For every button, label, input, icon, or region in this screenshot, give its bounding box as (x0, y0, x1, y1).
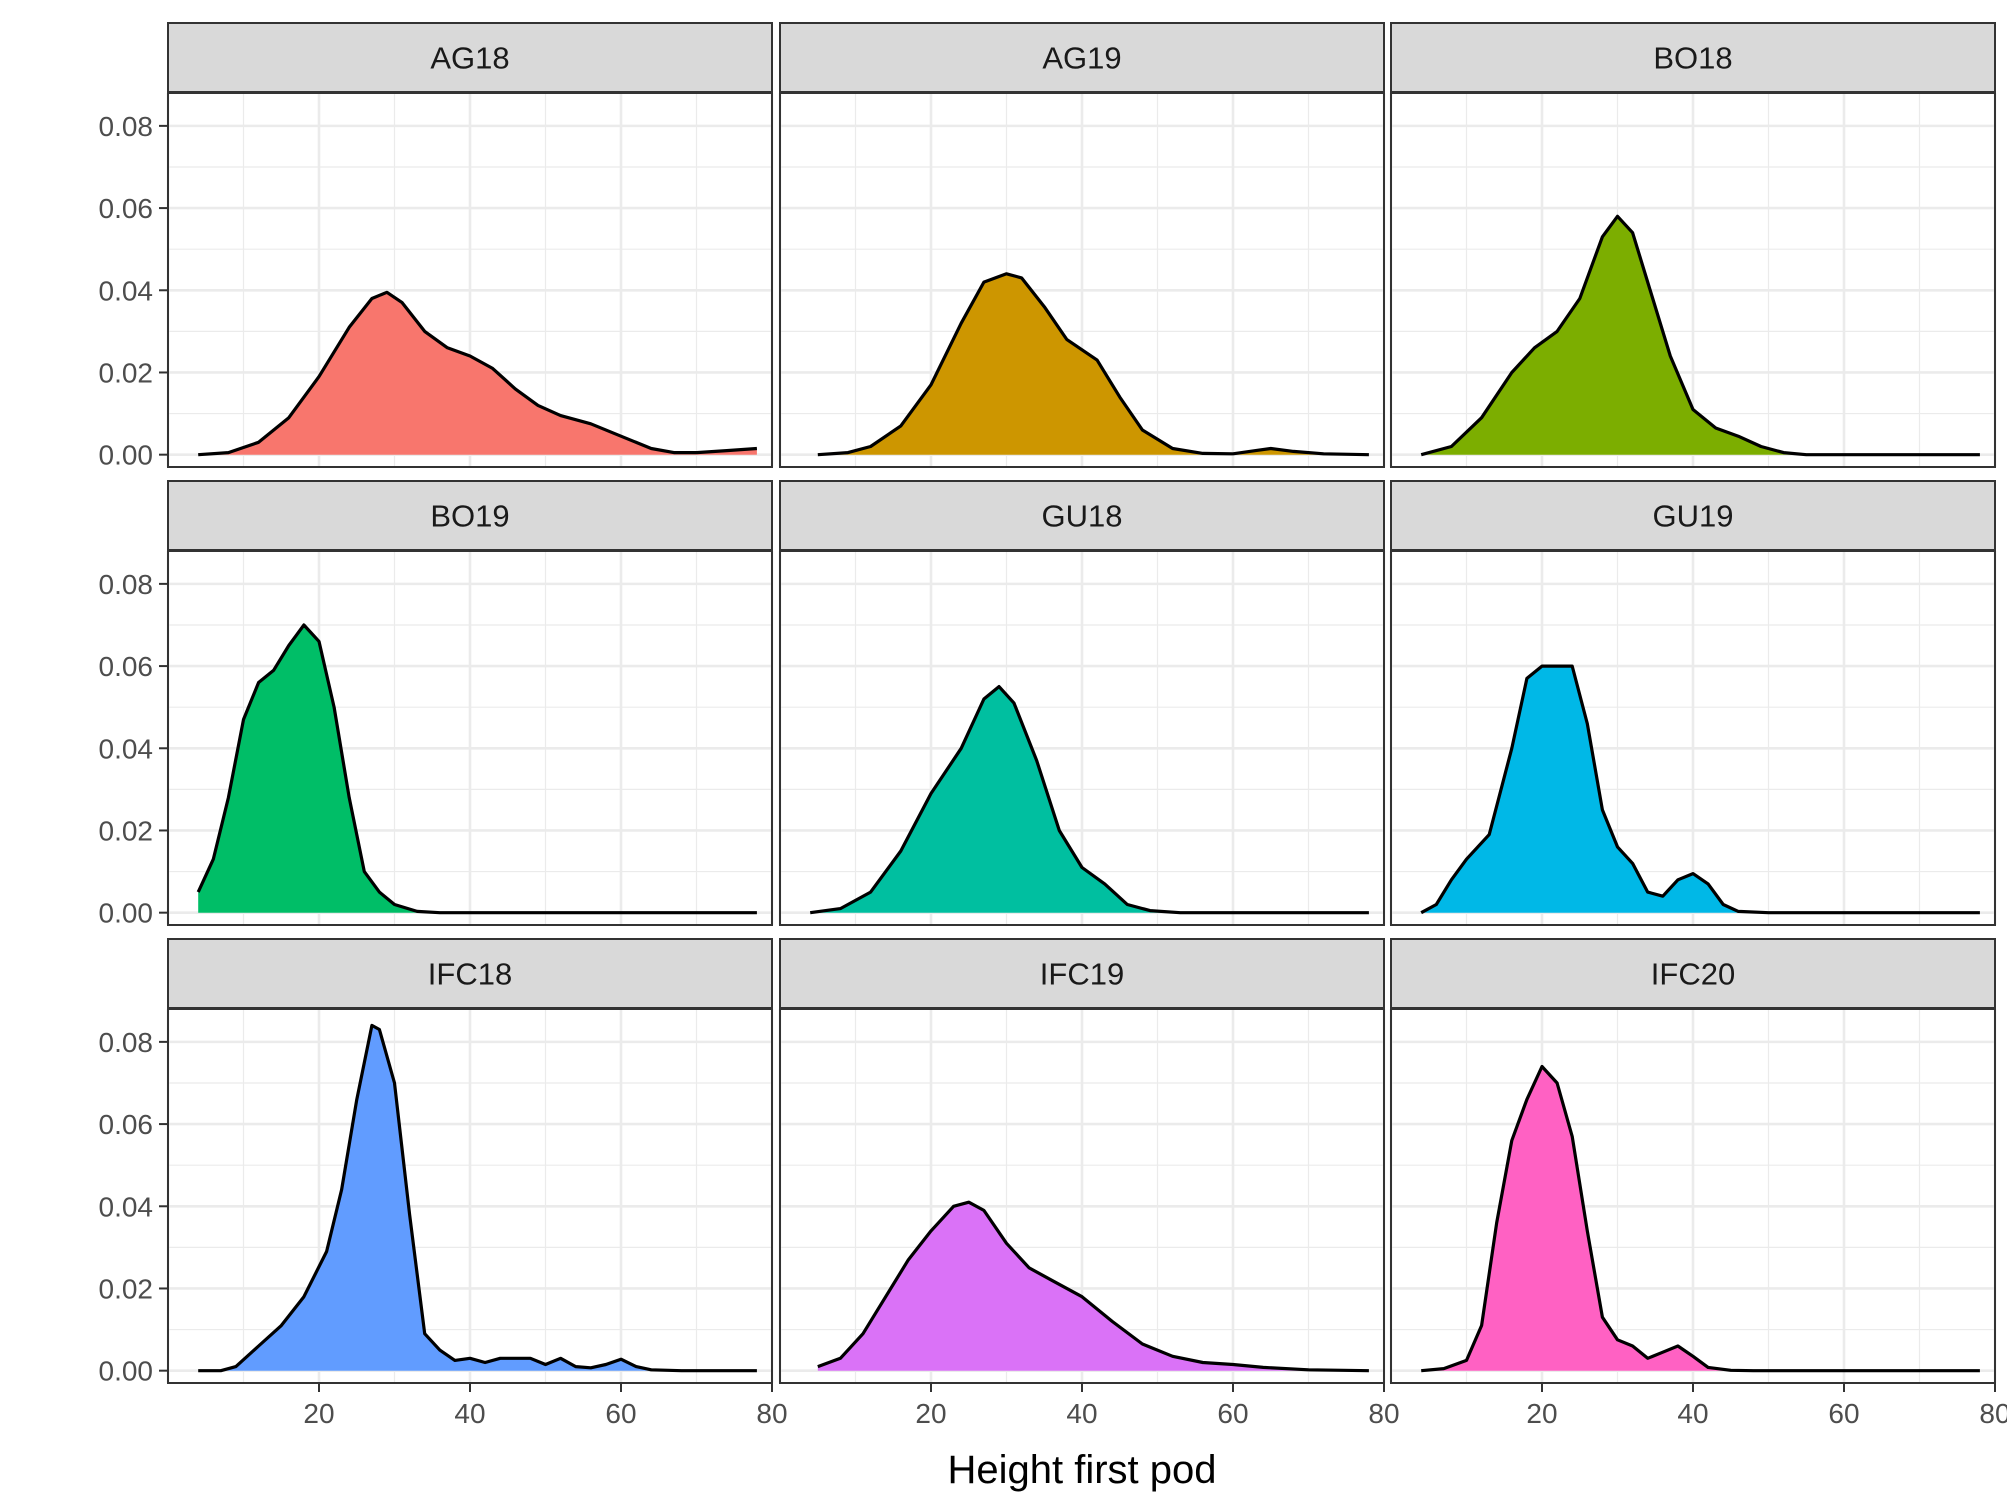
density-area-ag18 (198, 292, 757, 455)
x-tick-label: 40 (1677, 1398, 1708, 1429)
strip-label-bo19: BO19 (430, 499, 509, 534)
density-area-bo18 (1421, 216, 1980, 455)
panel-ifc19: IFC19 (778, 938, 1386, 1384)
y-tick-label: 0.02 (99, 815, 154, 846)
y-axis-row-1: 0.00 0.02 0.04 0.06 0.08 (99, 111, 168, 471)
density-line-ifc20 (1421, 1064, 1980, 1373)
y-tick-label: 0.08 (99, 111, 154, 142)
strip-label-ag19: AG19 (1042, 41, 1121, 76)
density-line-bo19 (196, 623, 757, 915)
strip-bo18 (1390, 22, 1996, 93)
density-line-ifc18 (198, 1023, 757, 1373)
strip-label-ifc18: IFC18 (428, 957, 512, 992)
y-tick-label: 0.08 (99, 569, 154, 600)
strip-label-ag18: AG18 (430, 41, 509, 76)
y-tick-label: 0.06 (99, 651, 154, 682)
y-tick-label: 0.04 (99, 275, 154, 306)
strip-label-ifc20: IFC20 (1651, 957, 1735, 992)
density-line-ifc19 (817, 1200, 1369, 1373)
y-tick-label: 0.04 (99, 1191, 154, 1222)
x-tick-label: 60 (1217, 1398, 1248, 1429)
x-tick-label: 40 (1066, 1398, 1097, 1429)
density-area-gu19 (1421, 666, 1980, 913)
panel-ag19: AG19 (778, 22, 1386, 468)
panel-gu18: GU18 (778, 480, 1386, 926)
density-line-gu19 (1420, 664, 1980, 915)
strip-ifc19 (779, 938, 1385, 1009)
density-line-gu18 (809, 685, 1369, 915)
density-line-bo18 (1420, 214, 1980, 457)
x-tick-label: 20 (1526, 1398, 1557, 1429)
y-tick-label: 0.06 (99, 193, 154, 224)
panel-border-ag18 (167, 92, 773, 468)
panel-ifc18: IFC18 (166, 938, 774, 1384)
y-axis-row-2: 0.00 0.02 0.04 0.06 0.08 (99, 569, 168, 929)
panel-border-bo18 (1390, 92, 1996, 468)
density-area-bo19 (198, 625, 757, 913)
x-tick-label: 20 (303, 1398, 334, 1429)
strip-ag18 (167, 22, 773, 93)
strip-gu19 (1390, 480, 1996, 551)
strip-label-ifc19: IFC19 (1040, 957, 1124, 992)
y-tick-label: 0.06 (99, 1109, 154, 1140)
panel-border-gu19 (1390, 550, 1996, 926)
x-axis-col-1: 20 40 60 80 (303, 1383, 788, 1429)
panels-layer: AG18 AG19 BO18 BO19 GU18 GU19 IFC18 IFC19 IFC20 (166, 22, 1997, 1384)
x-axes-layer: 20 40 60 80 20 40 60 80 20 40 60 80 (303, 1383, 2007, 1429)
y-tick-label: 0.00 (99, 1356, 154, 1387)
panel-bo18: BO18 (1389, 22, 1997, 468)
strip-label-gu18: GU18 (1042, 499, 1123, 534)
panel-border-gu18 (779, 550, 1385, 926)
y-tick-label: 0.02 (99, 1273, 154, 1304)
strip-ag19 (779, 22, 1385, 93)
y-tick-label: 0.00 (99, 440, 154, 471)
strip-gu18 (779, 480, 1385, 551)
strip-ifc18 (167, 938, 773, 1009)
panel-bo19: BO19 (166, 480, 774, 926)
y-tick-label: 0.04 (99, 733, 154, 764)
strip-bo19 (167, 480, 773, 551)
x-tick-label: 20 (915, 1398, 946, 1429)
x-axis-col-3: 20 40 60 80 (1526, 1383, 2007, 1429)
strip-label-gu19: GU19 (1653, 499, 1734, 534)
strip-ifc20 (1390, 938, 1996, 1009)
y-axis-row-3: 0.00 0.02 0.04 0.06 0.08 (99, 1027, 168, 1387)
y-tick-label: 0.00 (99, 898, 154, 929)
density-area-ifc20 (1421, 1066, 1980, 1371)
panel-ifc20: IFC20 (1389, 938, 1997, 1384)
x-tick-label: 40 (454, 1398, 485, 1429)
panel-border-bo19 (167, 550, 773, 926)
density-area-ifc18 (198, 1025, 757, 1371)
density-line-ag19 (817, 272, 1369, 457)
strip-label-bo18: BO18 (1653, 41, 1732, 76)
x-tick-label: 60 (605, 1398, 636, 1429)
x-tick-label: 80 (1368, 1398, 1399, 1429)
density-area-ag19 (817, 273, 1369, 455)
density-area-ifc19 (817, 1202, 1369, 1371)
y-axes-layer: 0.00 0.02 0.04 0.06 0.08 0.00 0.02 0.04 0.06 0.08… (99, 111, 168, 1387)
x-axis-col-2: 20 40 60 80 (915, 1383, 1400, 1429)
x-axis-title: Height first pod (947, 1448, 1216, 1492)
y-tick-label: 0.02 (99, 357, 154, 388)
x-tick-label: 60 (1828, 1398, 1859, 1429)
panel-gu19: GU19 (1389, 480, 1997, 926)
density-area-gu18 (810, 686, 1369, 913)
x-tick-label: 80 (756, 1398, 787, 1429)
y-tick-label: 0.08 (99, 1027, 154, 1058)
panel-border-ag19 (779, 92, 1385, 468)
x-tick-label: 80 (1979, 1398, 2007, 1429)
density-line-ag18 (198, 290, 758, 457)
panel-ag18: AG18 (166, 22, 774, 468)
